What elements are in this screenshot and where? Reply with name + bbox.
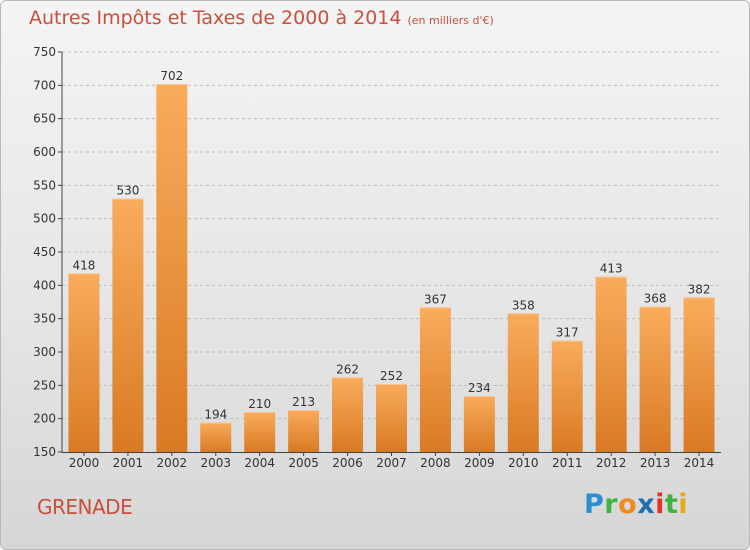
logo-letter: x — [637, 489, 656, 520]
y-tick-label: 700 — [33, 78, 56, 92]
bar-2002 — [156, 84, 188, 452]
logo-letter: i — [655, 489, 665, 520]
bar-2011 — [551, 340, 583, 452]
data-label: 358 — [512, 298, 535, 312]
data-label: 234 — [468, 381, 491, 395]
bar-2014 — [683, 297, 715, 452]
x-tick-label: 2001 — [113, 456, 144, 470]
logo-letter: i — [678, 489, 689, 520]
bar-2000 — [68, 273, 100, 452]
data-label: 194 — [204, 408, 227, 422]
x-tick-label: 2004 — [244, 456, 275, 470]
y-tick-label: 500 — [33, 212, 56, 226]
logo-letter: o — [618, 489, 638, 520]
data-label: 317 — [556, 326, 579, 340]
data-label: 702 — [160, 69, 183, 83]
data-label: 418 — [73, 258, 96, 272]
x-tick-label: 2005 — [288, 456, 319, 470]
bar-2012 — [595, 276, 627, 452]
y-tick-label: 250 — [33, 378, 56, 392]
data-label: 367 — [424, 292, 447, 306]
bar-2001 — [112, 198, 144, 452]
y-tick-label: 750 — [33, 45, 56, 59]
bar-2004 — [244, 412, 276, 452]
data-label: 382 — [688, 282, 711, 296]
proxiti-logo: Proxiti — [584, 489, 688, 520]
x-tick-label: 2014 — [684, 456, 715, 470]
x-tick-label: 2006 — [332, 456, 363, 470]
x-tick-label: 2007 — [376, 456, 407, 470]
x-tick-label: 2002 — [157, 456, 188, 470]
bar-2005 — [288, 410, 320, 452]
bar-2003 — [200, 422, 232, 452]
x-tick-label: 2013 — [640, 456, 671, 470]
x-tick-label: 2008 — [420, 456, 451, 470]
chart-title-block: Autres Impôts et Taxes de 2000 à 2014 (en… — [29, 7, 494, 29]
logo-letter: P — [584, 489, 605, 520]
place-name: GRENADE — [37, 495, 133, 519]
x-tick-label: 2011 — [552, 456, 583, 470]
axes: 150 200 250 300 350 400 450 500 550 600 650 700 750 2… — [33, 45, 721, 470]
data-label: 413 — [600, 262, 623, 276]
x-tick-label: 2009 — [464, 456, 495, 470]
y-tick-label: 350 — [33, 312, 56, 326]
data-label: 210 — [248, 397, 271, 411]
y-tick-label: 150 — [33, 445, 56, 459]
y-tick-label: 550 — [33, 178, 56, 192]
bars: 418 530 702 194 210 213 262 252 367 234 358 317 413 3… — [68, 69, 715, 452]
y-tick-label: 200 — [33, 412, 56, 426]
chart-title: Autres Impôts et Taxes de 2000 à 2014 — [29, 7, 402, 29]
bar-2013 — [639, 306, 671, 452]
chart-unit: (en milliers d'€) — [407, 14, 494, 27]
y-tick-label: 400 — [33, 278, 56, 292]
y-tick-label: 650 — [33, 112, 56, 126]
y-tick-label: 600 — [33, 145, 56, 159]
bar-2006 — [332, 377, 364, 452]
data-label: 213 — [292, 395, 315, 409]
x-tick-label: 2010 — [508, 456, 539, 470]
bar-2007 — [376, 384, 407, 452]
bar-2010 — [507, 313, 539, 452]
data-label: 262 — [336, 362, 359, 376]
data-label: 530 — [116, 184, 139, 198]
x-tick-label: 2003 — [200, 456, 231, 470]
y-tick-label: 300 — [33, 345, 56, 359]
bar-2009 — [463, 396, 495, 452]
data-label: 368 — [644, 292, 667, 306]
x-tick-label: 2000 — [69, 456, 100, 470]
bar-2008 — [419, 307, 451, 452]
logo-letter: t — [664, 489, 679, 520]
x-tick-label: 2012 — [596, 456, 627, 470]
y-tick-label: 450 — [33, 245, 56, 259]
data-label: 252 — [380, 369, 403, 383]
logo-letter: r — [604, 489, 619, 520]
